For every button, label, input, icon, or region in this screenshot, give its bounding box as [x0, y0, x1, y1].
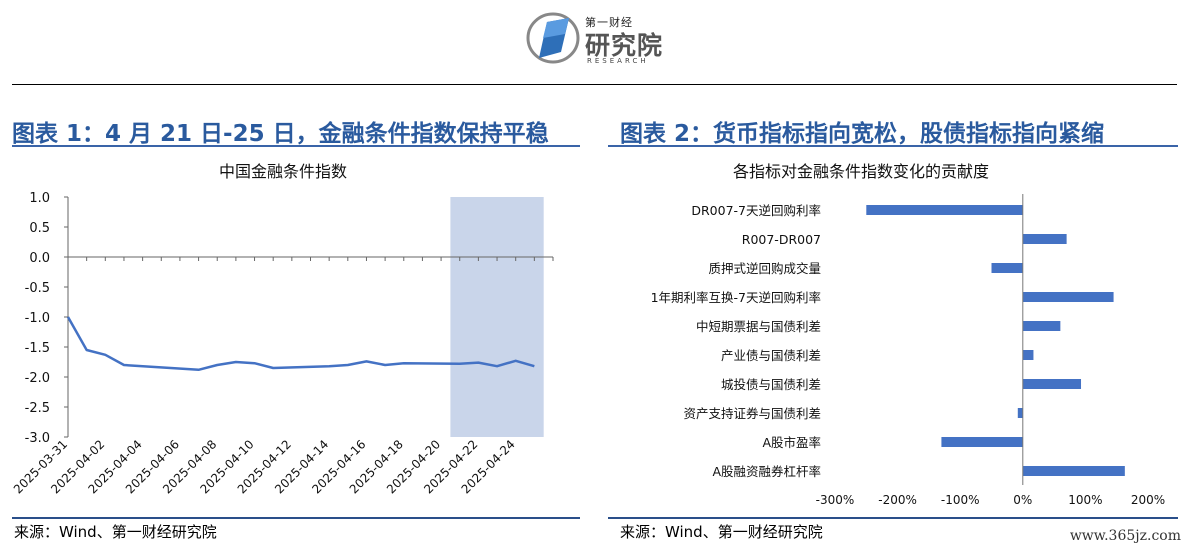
- bar: [1022, 350, 1034, 360]
- category-label: A股市盈率: [762, 435, 821, 450]
- right-source-rule: [608, 517, 1178, 519]
- right-source: 来源：Wind、第一财经研究院: [620, 523, 823, 541]
- y-tick-label: -1.0: [25, 311, 50, 326]
- x-tick-label: -300%: [816, 493, 855, 507]
- left-source-rule: [12, 517, 580, 519]
- y-tick-label: -3.0: [25, 431, 50, 446]
- category-label: 质押式逆回购成交量: [708, 261, 821, 276]
- logo-big-text: 研究院: [585, 31, 664, 60]
- y-tick-label: -0.5: [25, 281, 50, 296]
- x-tick-label: 0%: [1013, 493, 1032, 507]
- right-panel-title: 图表 2：货币指标指向宽松，股债指标指向紧缩: [620, 121, 1105, 147]
- logo-emblem-icon: [526, 12, 580, 64]
- bar: [1022, 466, 1125, 476]
- y-tick-label: -1.5: [25, 341, 50, 356]
- y-tick-label: 0.0: [29, 251, 50, 266]
- left-title-rule: [12, 145, 580, 147]
- category-label: 1年期利率互换-7天逆回购利率: [651, 290, 821, 305]
- logo-en-text: RESEARCH: [587, 57, 649, 65]
- bar: [1022, 234, 1067, 244]
- x-tick-label: 200%: [1131, 493, 1165, 507]
- bar: [1022, 292, 1114, 302]
- bar: [866, 205, 1023, 215]
- brand-logo: 第一财经 研究院 RESEARCH: [525, 8, 670, 68]
- left-panel-title: 图表 1：4 月 21 日-25 日，金融条件指数保持平稳: [12, 121, 549, 147]
- y-tick-label: 0.5: [29, 221, 50, 236]
- x-tick-label: -200%: [878, 493, 917, 507]
- category-label: 产业债与国债利差: [721, 348, 821, 363]
- line-chart: 1.00.50.0-0.5-1.0-1.5-2.0-2.5-3.02025-03…: [11, 191, 554, 496]
- category-label: R007-DR007: [742, 232, 821, 247]
- bar: [991, 263, 1023, 273]
- y-tick-label: 1.0: [29, 191, 50, 206]
- bar: [1022, 379, 1082, 389]
- right-chart-subtitle: 各指标对金融条件指数变化的贡献度: [733, 162, 990, 181]
- category-label: 中短期票据与国债利差: [696, 319, 821, 334]
- x-tick-label: -100%: [941, 493, 980, 507]
- category-label: 城投债与国债利差: [721, 377, 821, 392]
- logo-small-text: 第一财经: [585, 16, 633, 29]
- x-tick-label: 100%: [1068, 493, 1102, 507]
- category-label: A股融资融券杠杆率: [712, 464, 821, 479]
- y-tick-label: -2.5: [25, 401, 50, 416]
- bar: [1022, 321, 1061, 331]
- category-label: DR007-7天逆回购利率: [691, 203, 821, 218]
- header-divider: [12, 84, 1177, 85]
- bar: [1017, 408, 1023, 418]
- y-tick-label: -2.0: [25, 371, 50, 386]
- left-source: 来源：Wind、第一财经研究院: [14, 523, 217, 541]
- right-title-rule: [608, 145, 1178, 147]
- bar: [941, 437, 1023, 447]
- highlight-band: [450, 197, 544, 437]
- watermark: www.365jz.com: [1069, 528, 1181, 544]
- bar-chart: DR007-7天逆回购利率 R007-DR007 质押式逆回购成交量 1年期利率互换-…: [651, 194, 1165, 507]
- category-label: 资产支持证券与国债利差: [683, 406, 821, 421]
- left-chart-subtitle: 中国金融条件指数: [219, 162, 348, 181]
